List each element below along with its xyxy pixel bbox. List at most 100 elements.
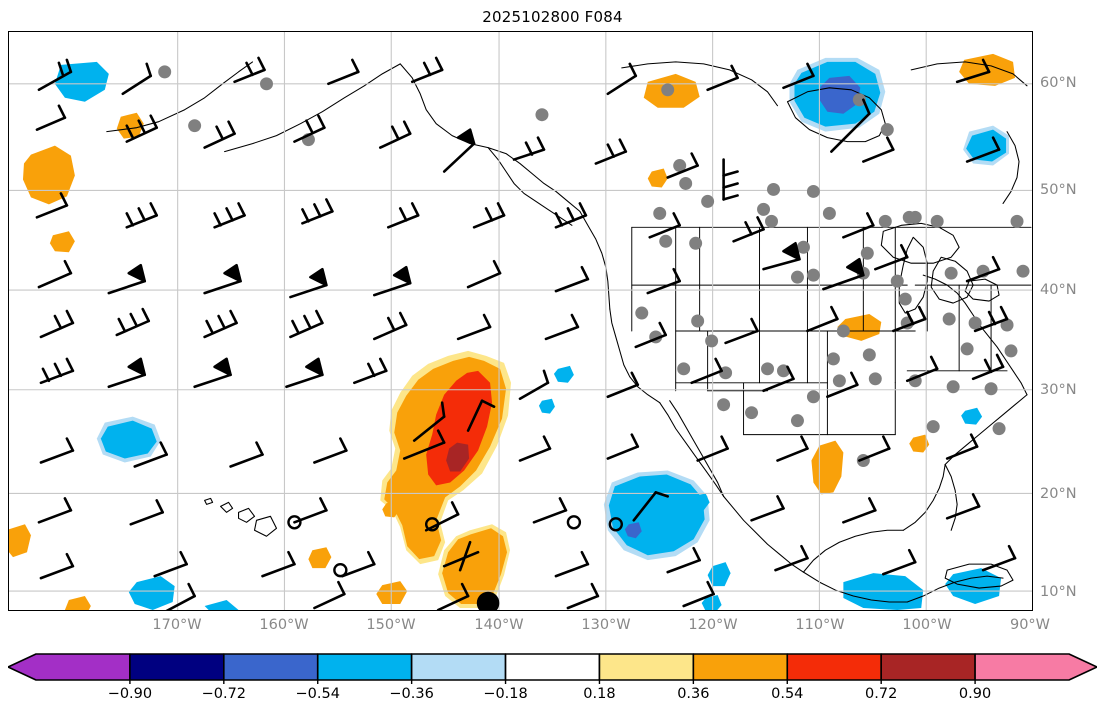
station-marker [992,422,1006,436]
wind-barb [233,56,266,84]
wind-barb [594,138,628,165]
wind-barb [682,580,715,608]
wind-barb [37,497,73,524]
wind-barb [706,64,739,92]
anomaly-patch-negative-hudson-core [819,75,861,114]
colorbar-tick-label: 0.54 [771,686,804,702]
colorbar-tick-label: −0.90 [107,686,153,702]
colorbar-tick-label: −0.36 [389,686,434,702]
wind-barb [518,435,552,462]
colorbar-tick-label: −0.18 [483,686,528,702]
coastline-gulf-mexico [802,529,904,573]
anomaly-patch-negative-atl-small [961,407,983,425]
colorbar[interactable] [8,650,1097,684]
colorbar-segments [8,653,1097,681]
station-marker [1016,264,1030,278]
station-marker [860,246,874,260]
station-marker [878,214,892,228]
station-marker [717,398,731,412]
wind-barb [442,128,476,173]
wind-barb [606,433,640,460]
coastline-bc [579,210,611,310]
wind-barb [532,497,568,524]
wind-barb [554,265,590,293]
page-title: 2025102800 F084 [482,8,623,26]
colorbar-segment [504,653,601,681]
map-plot-area[interactable] [8,31,1033,611]
anomaly-patch-negative-smallest [553,365,574,383]
lon-tick-label: 150°W [366,617,416,633]
colorbar-segment [316,653,413,681]
wind-barb [648,212,681,239]
wind-barb [696,435,729,462]
wind-barb [554,202,588,229]
wind-barb [666,546,701,574]
wind-barb [945,493,981,520]
station-marker [1010,214,1024,228]
coastline-florida [944,463,958,531]
wind-barb [121,62,153,96]
wind-barb [125,114,159,143]
colorbar-tick-marks [129,680,976,684]
station-marker [968,316,982,330]
station-marker [673,159,687,173]
wind-barb [822,257,865,291]
station-marker [677,362,691,376]
wind-barb [378,120,412,149]
wind-barb [313,580,346,610]
colorbar-segment [880,653,976,681]
wind-barb [213,202,246,229]
station-marker [836,324,850,338]
colorbar-segment [598,653,695,681]
anomaly-patch-negative-small-3 [701,595,722,610]
anomaly-patch-negative-small-2 [707,562,731,587]
station-marker [689,236,703,250]
wind-barb [327,58,360,86]
wind-barb [905,355,939,383]
station-marker [890,274,904,288]
anomaly-patch-negative-small-1 [689,493,710,511]
wind-barb [39,309,75,339]
lat-tick-label: 20°N [1040,486,1077,502]
lat-tick-label: 30°N [1040,382,1077,398]
border-canada-us-east [922,274,982,328]
wind-barb [973,305,1009,333]
wind-barb [129,499,164,526]
coastline-great-lakes-superior [880,222,960,264]
station-marker [260,77,273,91]
station-marker [679,176,693,190]
wind-barb [472,202,506,229]
wind-barb [606,62,638,96]
coastline-great-lakes-huron-erie [930,256,974,304]
anomaly-patch-positive-mexico-small [909,434,930,453]
lon-tick-label: 90°W [1009,617,1051,633]
wind-barb [37,58,73,92]
wind-barb [203,263,242,295]
wind-barb [971,353,1005,381]
wind-barb [133,441,168,468]
wind-barb [806,305,839,333]
coastline-central-america [906,575,1004,603]
wind-barb [842,212,875,239]
station-marker [661,83,675,97]
station-marker [790,414,804,428]
lat-tick-label: 10°N [1040,584,1077,600]
wind-barb [874,243,909,271]
anomaly-patch-positive-bering-small [49,231,75,253]
colorbar-tick-label: 0.90 [958,686,992,702]
wind-barb [554,550,590,578]
wind-barb [436,582,470,610]
wind-barb [39,552,75,580]
station-marker [908,210,922,224]
wind-barb [301,198,334,225]
station-marker [705,334,719,348]
wind-barb [115,307,151,337]
wind-barb [724,317,759,345]
anomaly-patch-positive-alaska-inland [116,112,144,139]
anomaly-patch-negative-pacific-sw-1 [128,576,175,610]
wind-barb [107,357,147,389]
wind-barb [826,371,859,399]
lat-tick-label: 40°N [1040,282,1077,298]
wind-barb [372,311,408,341]
lon-tick-label: 170°W [152,617,202,633]
